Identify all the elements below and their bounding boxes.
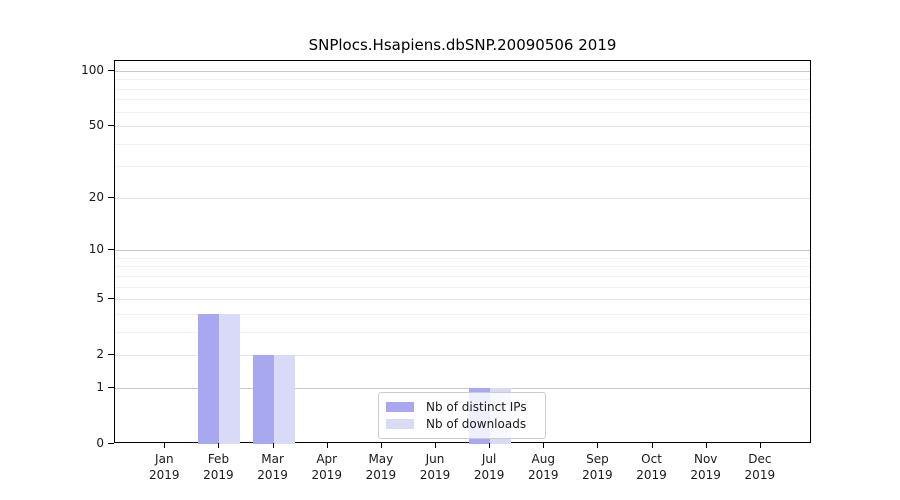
y-tick-label: 10 (88, 242, 104, 257)
x-tick-label: May 2019 (349, 451, 413, 483)
x-tick-label-year: 2019 (365, 468, 397, 482)
x-tick-label-month: Aug (531, 452, 555, 466)
gridline-major (115, 250, 810, 252)
x-tick-mark (380, 443, 382, 448)
y-tick-mark (108, 125, 114, 127)
legend: Nb of distinct IPs Nb of downloads (378, 392, 546, 439)
x-tick-label: Aug 2019 (511, 451, 575, 483)
x-tick-mark (489, 443, 491, 448)
x-tick-mark (597, 443, 599, 448)
y-tick-label: 50 (88, 118, 104, 133)
gridline-minor (115, 266, 810, 268)
legend-swatch (386, 418, 414, 429)
y-tick-mark (108, 354, 114, 356)
bar-nb-of-downloads (273, 355, 295, 444)
bar-nb-of-distinct-ips (198, 313, 220, 444)
x-tick-label-month: Nov (693, 452, 718, 466)
x-tick-label: Jan 2019 (132, 451, 196, 483)
gridline-minor (115, 99, 810, 101)
y-tick-label: 2 (96, 347, 104, 362)
gridline-major (115, 299, 810, 301)
x-tick-label-year: 2019 (636, 468, 667, 482)
x-tick-mark (651, 443, 653, 448)
x-tick-label: Mar 2019 (241, 451, 305, 483)
x-tick-label-month: Jan (155, 452, 174, 466)
gridline-major (115, 71, 810, 72)
x-tick-label-month: Sep (586, 452, 609, 466)
x-tick-label: Jul 2019 (457, 451, 521, 483)
y-tick-label: 5 (96, 291, 104, 306)
gridline-major (115, 387, 810, 389)
y-tick-label: 0 (96, 436, 104, 450)
x-tick-label-month: May (368, 452, 394, 466)
gridline-minor (115, 257, 810, 259)
plot-area (114, 60, 811, 444)
x-tick-label: Sep 2019 (565, 451, 629, 483)
x-tick-mark (759, 443, 761, 448)
y-tick-label: 20 (88, 189, 104, 204)
legend-row: Nb of downloads (386, 416, 535, 432)
x-tick-mark (272, 443, 274, 448)
x-tick-label: Oct 2019 (620, 451, 684, 483)
gridline-minor (115, 313, 810, 315)
y-tick-label: 100 (81, 63, 104, 77)
gridline-major (115, 126, 810, 128)
x-tick-label: Feb 2019 (186, 451, 250, 483)
x-tick-label-month: Feb (207, 452, 230, 466)
y-tick-mark (108, 443, 114, 444)
x-tick-label-year: 2019 (149, 468, 180, 482)
x-tick-label: Dec 2019 (728, 451, 792, 483)
y-tick-mark (108, 196, 114, 198)
x-tick-mark (164, 443, 166, 448)
gridline-minor (115, 143, 810, 145)
x-tick-label-year: 2019 (203, 468, 234, 482)
x-tick-mark (705, 443, 707, 448)
x-tick-label-month: Jul (481, 452, 497, 466)
x-tick-label-year: 2019 (744, 468, 776, 482)
legend-label: Nb of distinct IPs (426, 400, 527, 415)
bar-nb-of-distinct-ips (252, 355, 274, 444)
bar-nb-of-downloads (219, 313, 241, 444)
gridline-major (115, 197, 810, 199)
x-tick-label-year: 2019 (311, 468, 342, 482)
x-tick-label-month: Dec (748, 452, 772, 466)
x-tick-mark (435, 443, 436, 448)
x-tick-label-month: Oct (641, 452, 662, 466)
gridline-minor (115, 88, 810, 90)
x-tick-label: Nov 2019 (674, 451, 738, 483)
x-tick-label: Apr 2019 (295, 451, 359, 483)
legend-row: Nb of distinct IPs (386, 399, 535, 415)
x-tick-mark (218, 443, 220, 448)
legend-label: Nb of downloads (426, 416, 527, 431)
x-tick-label-year: 2019 (690, 468, 721, 482)
chart-title: SNPlocs.Hsapiens.dbSNP.20090506 2019 (308, 36, 617, 54)
y-tick-mark (108, 386, 114, 388)
x-tick-label: Jun 2019 (403, 451, 467, 483)
x-tick-label-month: Jun (425, 452, 445, 466)
y-tick-mark (108, 298, 114, 300)
gridline-minor (115, 166, 810, 168)
gridline-minor (115, 286, 810, 288)
legend-swatch (386, 402, 414, 413)
x-tick-mark (543, 443, 545, 448)
gridline-minor (115, 111, 810, 113)
gridline-major (115, 355, 810, 357)
x-tick-label-year: 2019 (582, 468, 613, 482)
x-tick-label-month: Mar (261, 452, 284, 466)
y-tick-mark (108, 70, 114, 71)
gridline-minor (115, 275, 810, 277)
y-tick-mark (108, 249, 114, 251)
gridline-minor (115, 79, 810, 81)
x-tick-label-month: Apr (316, 452, 338, 466)
x-tick-label-year: 2019 (257, 468, 288, 482)
x-tick-mark (326, 443, 328, 448)
gridline-minor (115, 331, 810, 333)
x-tick-label-year: 2019 (473, 468, 505, 482)
x-tick-label-year: 2019 (419, 468, 451, 482)
y-tick-label: 1 (96, 379, 104, 394)
x-tick-label-year: 2019 (527, 468, 559, 482)
